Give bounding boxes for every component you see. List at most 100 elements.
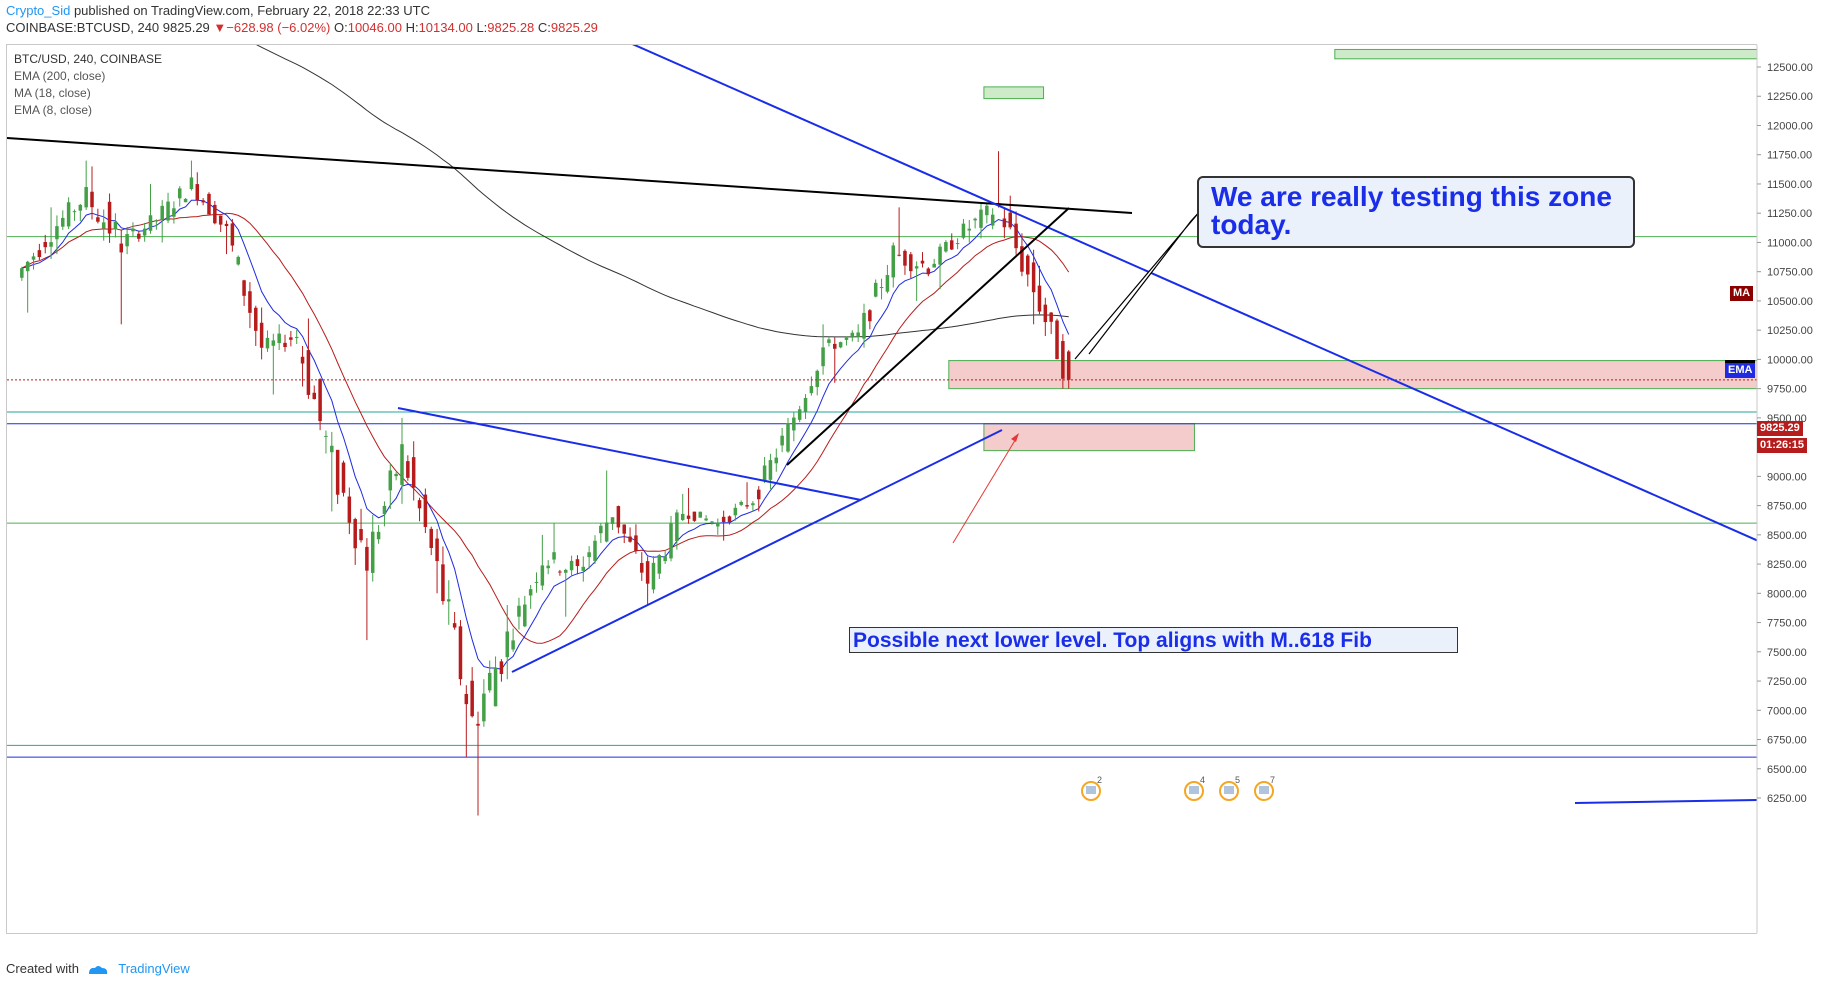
candle-body (838, 342, 843, 348)
candle-body (224, 223, 229, 227)
candle-body (739, 502, 743, 505)
legend-ema8[interactable]: EMA (8, close) (14, 103, 93, 117)
legend-ma18[interactable]: MA (18, close) (14, 86, 91, 100)
candle-body (1026, 255, 1030, 275)
candle-body (850, 332, 855, 337)
chart-area[interactable]: 2 4 5 7 12500.00 12250.00 12000.00 11750.00 1150… (6, 44, 1813, 934)
candle-body (335, 449, 340, 495)
candle-body (499, 661, 504, 674)
candle-body (716, 522, 720, 527)
event-badge-count: 5 (1235, 775, 1240, 785)
y-tick-label: 6750.00 (1767, 735, 1807, 747)
candle-body (704, 518, 708, 521)
event-badge-icon: 7 (1254, 775, 1275, 801)
candle-body (1002, 218, 1007, 228)
footer: Created with TradingView (6, 961, 190, 976)
candle-body (990, 214, 995, 226)
candle-body (686, 515, 691, 519)
candle-body (493, 668, 498, 707)
candle-body (148, 215, 153, 231)
plot-group: 2 4 5 7 (7, 45, 1757, 816)
candle-body (259, 322, 264, 348)
candle-body (347, 496, 352, 523)
y-tick-label: 7250.00 (1767, 676, 1807, 688)
candle-body (388, 470, 393, 491)
candle-body (119, 243, 124, 253)
blue-descending-trendline (632, 45, 1757, 542)
candle-body (593, 540, 597, 561)
candle-body (926, 268, 931, 275)
candle-body (458, 626, 463, 680)
tradingview-link[interactable]: TradingView (118, 961, 190, 976)
annotation-testing-zone[interactable]: We are really testing this zone today. (1197, 176, 1635, 248)
candle-body (213, 204, 217, 224)
candle-body (441, 564, 445, 602)
candle-body (1066, 351, 1071, 380)
candle-body (985, 205, 989, 216)
event-badge-icon: 4 (1184, 775, 1205, 801)
candle-body (575, 559, 580, 567)
candle-body (634, 535, 638, 552)
candle-body (49, 242, 53, 247)
low-value: 9825.28 (487, 20, 535, 35)
candle-body (330, 445, 334, 453)
candle-body (815, 370, 819, 388)
y-tick-label: 6250.00 (1767, 793, 1807, 805)
candle-body (920, 260, 925, 264)
y-tick-label: 10000.00 (1767, 354, 1813, 366)
candle-body (523, 604, 527, 627)
ema-tag: EMA (1725, 360, 1756, 378)
candle-body (1061, 341, 1065, 379)
candle-body (207, 193, 211, 215)
candle-body (300, 356, 305, 364)
candle-body (698, 511, 703, 518)
candle-body (55, 226, 59, 240)
zone-rect (1334, 48, 1757, 60)
candle-body (318, 379, 322, 422)
event-badge-flag (1224, 786, 1234, 794)
price-chart[interactable]: 2 4 5 7 12500.00 12250.00 12000.00 11750.00 1150… (7, 45, 1822, 933)
candle-body (610, 517, 615, 524)
candle-body (675, 512, 679, 542)
legend-ema200[interactable]: EMA (200, close) (14, 69, 106, 83)
chart-header: Crypto_Sid published on TradingView.com,… (6, 2, 598, 36)
candle-body (938, 246, 942, 265)
candle-body (885, 275, 890, 292)
candle-body (909, 254, 913, 272)
candle-body (797, 409, 802, 420)
created-with-label: Created with (6, 961, 79, 976)
close-label: C: (537, 20, 551, 35)
candle-body (78, 204, 83, 211)
candle-body (604, 522, 609, 542)
candle-body (780, 435, 784, 446)
candle-body (534, 581, 539, 583)
current-price-tag: 9825.29 (1757, 421, 1803, 436)
candle-body (745, 505, 749, 507)
candle-body (856, 332, 860, 337)
candle-body (540, 565, 545, 586)
candle-body (370, 531, 375, 573)
candle-body (265, 337, 270, 349)
legend-symbol: BTC/USD, 240, COINBASE (14, 52, 163, 66)
candle-body (1008, 212, 1012, 228)
candle-body (487, 672, 492, 691)
candle-body (154, 220, 159, 222)
open-value: 10046.00 (347, 20, 402, 35)
author-name[interactable]: Crypto_Sid (6, 3, 71, 18)
candle-body (628, 536, 632, 542)
candle-body (20, 268, 24, 278)
candle-body (1031, 262, 1036, 293)
candle-body (236, 256, 240, 265)
last-price: 9825.29 (162, 20, 210, 35)
candle-body (271, 340, 276, 346)
zone-rect (983, 86, 1045, 100)
blue-bottom-right-line (1574, 799, 1757, 804)
candle-body (400, 444, 404, 485)
y-tick-label: 11000.00 (1767, 237, 1812, 249)
candle-body (131, 228, 135, 232)
y-tick-label: 8750.00 (1767, 501, 1807, 513)
annotation-next-level[interactable]: Possible next lower level. Top aligns wi… (849, 627, 1458, 653)
candle-body (43, 241, 47, 248)
y-tick-label: 8500.00 (1767, 530, 1807, 542)
down-arrow-icon: ▼ (213, 20, 227, 35)
